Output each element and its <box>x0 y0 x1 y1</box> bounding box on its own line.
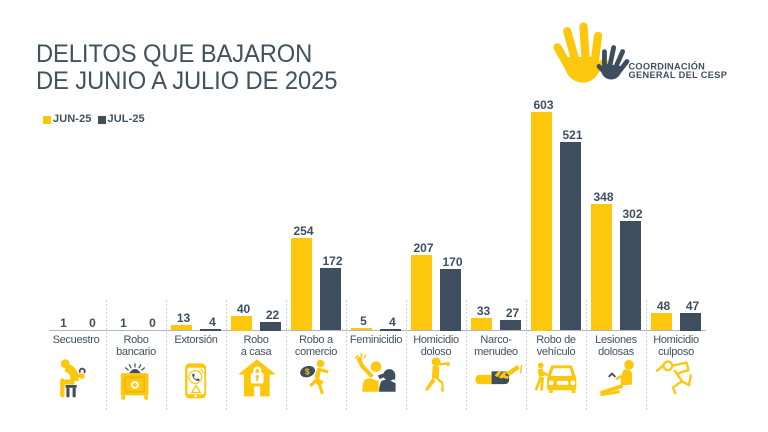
svg-text:GENERAL DEL CESP: GENERAL DEL CESP <box>629 70 728 80</box>
svg-text:COORDINACIÓN: COORDINACIÓN <box>629 60 706 71</box>
svg-text:$: $ <box>305 367 310 377</box>
